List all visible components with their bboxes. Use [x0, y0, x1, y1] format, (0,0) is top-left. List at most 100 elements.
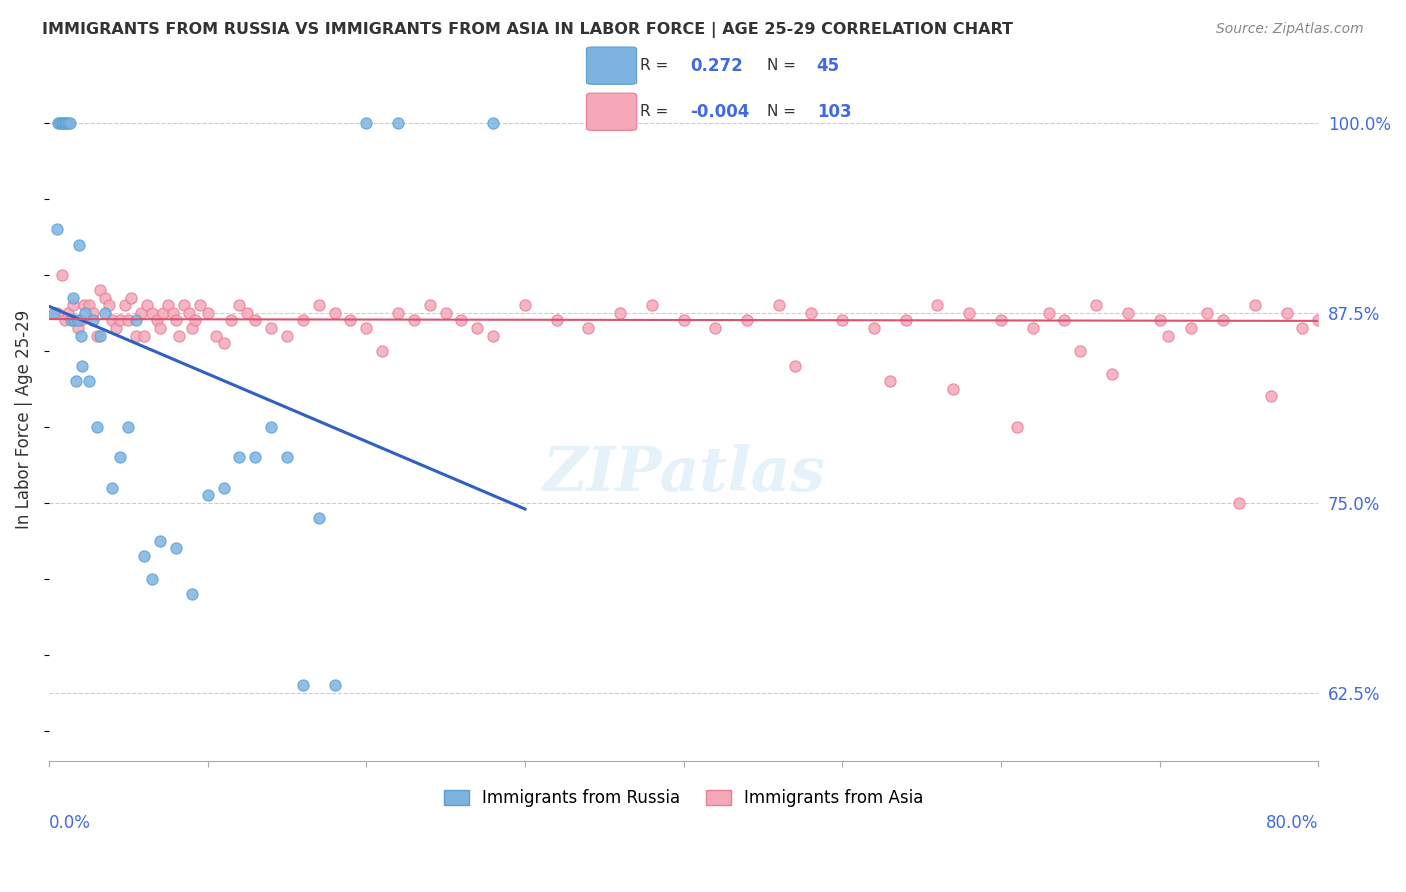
Point — [228, 298, 250, 312]
Point — [66, 321, 89, 335]
Point — [86, 328, 108, 343]
Text: 0.272: 0.272 — [690, 57, 742, 75]
Point — [125, 328, 148, 343]
Point — [609, 306, 631, 320]
Point — [578, 321, 600, 335]
Point — [45, 306, 67, 320]
Point — [1227, 496, 1250, 510]
Point — [419, 298, 441, 312]
Point — [110, 313, 132, 327]
Point — [110, 450, 132, 465]
Point — [82, 313, 104, 327]
Point — [56, 116, 79, 130]
Point — [125, 313, 148, 327]
Point — [467, 321, 489, 335]
Point — [1005, 419, 1028, 434]
Point — [162, 306, 184, 320]
Point — [768, 298, 790, 312]
Point — [156, 298, 179, 312]
Point — [1085, 298, 1108, 312]
Point — [291, 678, 314, 692]
Point — [134, 328, 156, 343]
Point — [236, 306, 259, 320]
Point — [117, 419, 139, 434]
Point — [177, 306, 200, 320]
Point — [48, 116, 70, 130]
Point — [291, 313, 314, 327]
Point — [129, 306, 152, 320]
Point — [141, 572, 163, 586]
Point — [52, 116, 75, 130]
Point — [450, 313, 472, 327]
Point — [1069, 343, 1091, 358]
Point — [276, 328, 298, 343]
Point — [1156, 328, 1178, 343]
Point — [53, 313, 76, 327]
Point — [69, 328, 91, 343]
Point — [260, 419, 283, 434]
Point — [77, 374, 100, 388]
Point — [783, 359, 806, 373]
Point — [121, 291, 143, 305]
Point — [114, 298, 136, 312]
Point — [180, 321, 202, 335]
Point — [65, 374, 87, 388]
Point — [204, 328, 226, 343]
Point — [1243, 298, 1265, 312]
Point — [93, 306, 115, 320]
Point — [245, 450, 267, 465]
Point — [831, 313, 853, 327]
Point — [245, 313, 267, 327]
Point — [67, 237, 90, 252]
Point — [45, 222, 67, 236]
Point — [1116, 306, 1139, 320]
FancyBboxPatch shape — [586, 93, 637, 130]
Point — [894, 313, 917, 327]
Point — [141, 306, 163, 320]
Point — [101, 313, 124, 327]
Point — [1038, 306, 1060, 320]
Point — [73, 298, 96, 312]
Point — [75, 306, 97, 320]
Point — [957, 306, 980, 320]
Point — [89, 283, 111, 297]
Point — [482, 116, 505, 130]
Text: 80.0%: 80.0% — [1265, 814, 1319, 832]
Point — [323, 306, 346, 320]
Point — [927, 298, 949, 312]
Point — [212, 336, 235, 351]
Point — [434, 306, 457, 320]
Point — [180, 587, 202, 601]
Point — [62, 291, 84, 305]
Point — [704, 321, 727, 335]
Point — [1053, 313, 1076, 327]
Point — [82, 306, 104, 320]
Point — [672, 313, 695, 327]
Point — [101, 481, 124, 495]
Point — [879, 374, 901, 388]
Point — [62, 298, 84, 312]
Point — [55, 116, 77, 130]
Point — [72, 359, 94, 373]
Point — [641, 298, 664, 312]
Point — [308, 298, 330, 312]
Text: IMMIGRANTS FROM RUSSIA VS IMMIGRANTS FROM ASIA IN LABOR FORCE | AGE 25-29 CORREL: IMMIGRANTS FROM RUSSIA VS IMMIGRANTS FRO… — [42, 22, 1014, 38]
Point — [149, 533, 172, 548]
Point — [1308, 313, 1330, 327]
Point — [221, 313, 243, 327]
Text: N =: N = — [766, 104, 796, 120]
Point — [387, 306, 409, 320]
Point — [197, 306, 219, 320]
Point — [1354, 298, 1376, 312]
Point — [59, 116, 82, 130]
Point — [56, 306, 79, 320]
Point — [356, 321, 378, 335]
Point — [212, 481, 235, 495]
Point — [167, 328, 190, 343]
Point — [339, 313, 361, 327]
Point — [402, 313, 425, 327]
Point — [42, 306, 65, 320]
Y-axis label: In Labor Force | Age 25-29: In Labor Force | Age 25-29 — [15, 310, 32, 529]
Point — [165, 541, 187, 556]
Point — [134, 549, 156, 563]
